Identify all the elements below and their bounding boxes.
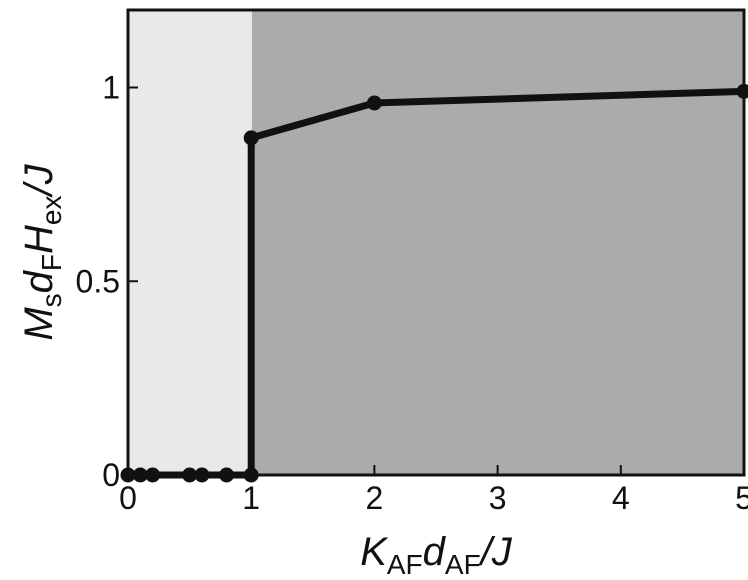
data-point bbox=[366, 95, 382, 111]
label-part: M bbox=[17, 307, 61, 341]
x-tick-label: 0 bbox=[119, 480, 137, 516]
label-subscript: s bbox=[36, 293, 67, 307]
data-point bbox=[219, 467, 235, 483]
region-light bbox=[128, 10, 252, 475]
region-dark bbox=[252, 10, 744, 475]
y-tick-label: 0.5 bbox=[76, 263, 120, 299]
y-tick-label: 0 bbox=[102, 457, 120, 493]
data-point bbox=[243, 130, 259, 146]
x-tick-label: 1 bbox=[242, 480, 260, 516]
label-subscript: ex bbox=[36, 195, 67, 225]
x-tick-label: 2 bbox=[366, 480, 384, 516]
label-part: d bbox=[17, 269, 61, 293]
label-subscript: F bbox=[36, 254, 67, 271]
data-point bbox=[182, 467, 198, 483]
data-point bbox=[243, 467, 259, 483]
y-tick-label: 1 bbox=[102, 70, 120, 106]
label-part: d bbox=[423, 530, 447, 574]
data-point bbox=[120, 467, 136, 483]
data-point bbox=[132, 467, 148, 483]
x-tick-label: 3 bbox=[489, 480, 507, 516]
label-part: K bbox=[360, 530, 389, 574]
plot-frame bbox=[126, 8, 746, 477]
label-subscript: AF bbox=[445, 549, 481, 580]
data-point bbox=[145, 467, 161, 483]
data-point bbox=[194, 467, 210, 483]
y-axis-label: MsdFHex/J bbox=[17, 163, 67, 340]
label-part: H bbox=[17, 225, 61, 254]
x-tick-label: 5 bbox=[735, 480, 748, 516]
label-part: /J bbox=[478, 530, 513, 574]
x-tick-label: 4 bbox=[612, 480, 630, 516]
data-point bbox=[736, 83, 748, 99]
x-axis-label: KAFdAF/J bbox=[360, 530, 513, 580]
label-part: /J bbox=[17, 163, 61, 198]
label-subscript: AF bbox=[387, 549, 423, 580]
